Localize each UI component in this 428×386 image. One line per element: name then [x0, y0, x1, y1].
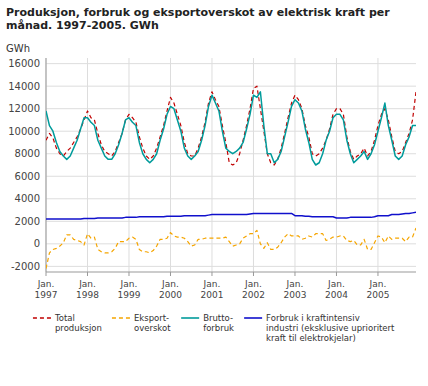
x-tick	[128, 272, 129, 276]
y-grid-line	[46, 221, 416, 222]
legend-item: Forbruk i kraftintensivindustri (eksklus…	[244, 313, 395, 343]
x-tick-label: Jan.2002	[242, 279, 265, 300]
x-tick	[46, 272, 47, 276]
legend-item: Eksport-overskot	[112, 313, 171, 333]
x-tick	[87, 272, 88, 276]
x-tick-label: Jan.1998	[76, 279, 99, 300]
legend-item: Totalproduksjon	[33, 313, 102, 333]
x-grid-line	[211, 58, 212, 272]
y-tick-label: 0	[34, 238, 40, 249]
x-tick-label: Jan.1997	[35, 279, 58, 300]
y-axis-label: GWh	[6, 43, 30, 54]
x-grid-line	[46, 58, 47, 272]
legend-swatch	[181, 317, 199, 319]
legend-swatch	[33, 317, 51, 319]
x-tick-label: Jan.2003	[284, 279, 307, 300]
y-grid-line	[46, 198, 416, 199]
y-grid-line	[46, 131, 416, 132]
y-tick-label: 2000	[15, 216, 40, 227]
y-tick-label: 12000	[8, 103, 40, 114]
y-grid-line	[46, 86, 416, 87]
legend-item: Brutto-forbruk	[181, 313, 234, 333]
x-grid-line	[336, 58, 337, 272]
y-tick-label: 8000	[15, 148, 40, 159]
legend-label: Forbruk i kraftintensivindustri (eksklus…	[266, 313, 395, 343]
x-tick	[377, 272, 378, 276]
legend: Totalproduksjon Eksport-overskot Brutto-fo…	[33, 313, 395, 343]
series-line	[46, 86, 416, 165]
legend-label: Totalproduksjon	[54, 313, 102, 333]
grid	[46, 58, 416, 272]
y-grid-line	[46, 108, 416, 109]
title: Produksjon, forbruk og eksportoverskot a…	[6, 6, 390, 32]
y-grid-line	[46, 176, 416, 177]
legend-label: Brutto-forbruk	[203, 313, 234, 333]
y-tick-label: 4000	[15, 193, 40, 204]
x-tick-label: Jan.2001	[201, 279, 224, 300]
y-axis-line	[46, 58, 47, 272]
x-tick	[294, 272, 295, 276]
series-line	[46, 92, 416, 165]
x-tick-label: Jan.2005	[367, 279, 390, 300]
x-axis-line	[46, 272, 416, 273]
y-tick-label: 16000	[8, 58, 40, 69]
x-grid-line	[87, 58, 88, 272]
x-grid-line	[170, 58, 171, 272]
chart: Produksjon, forbruk og eksportoverskot a…	[0, 0, 428, 386]
series-line	[46, 212, 416, 219]
legend-label: Eksport-overskot	[134, 313, 171, 333]
y-tick-label: 14000	[8, 81, 40, 92]
y-grid-line	[46, 266, 416, 267]
series-line	[46, 228, 416, 269]
x-tick-label: Jan.1999	[118, 279, 141, 300]
x-tick	[336, 272, 337, 276]
y-tick-label: 10000	[8, 126, 40, 137]
y-tick-label: -2000	[11, 261, 40, 272]
x-grid-line	[294, 58, 295, 272]
x-tick	[211, 272, 212, 276]
x-grid-line	[377, 58, 378, 272]
legend-swatch	[112, 317, 130, 319]
legend-swatch	[244, 317, 262, 319]
series-group	[46, 86, 416, 268]
x-grid-line	[128, 58, 129, 272]
y-tick-label: 6000	[15, 171, 40, 182]
y-grid-line	[46, 63, 416, 64]
x-tick	[170, 272, 171, 276]
x-tick-label: Jan.2004	[325, 279, 348, 300]
x-tick	[253, 272, 254, 276]
x-tick-label: Jan.2000	[159, 279, 182, 300]
